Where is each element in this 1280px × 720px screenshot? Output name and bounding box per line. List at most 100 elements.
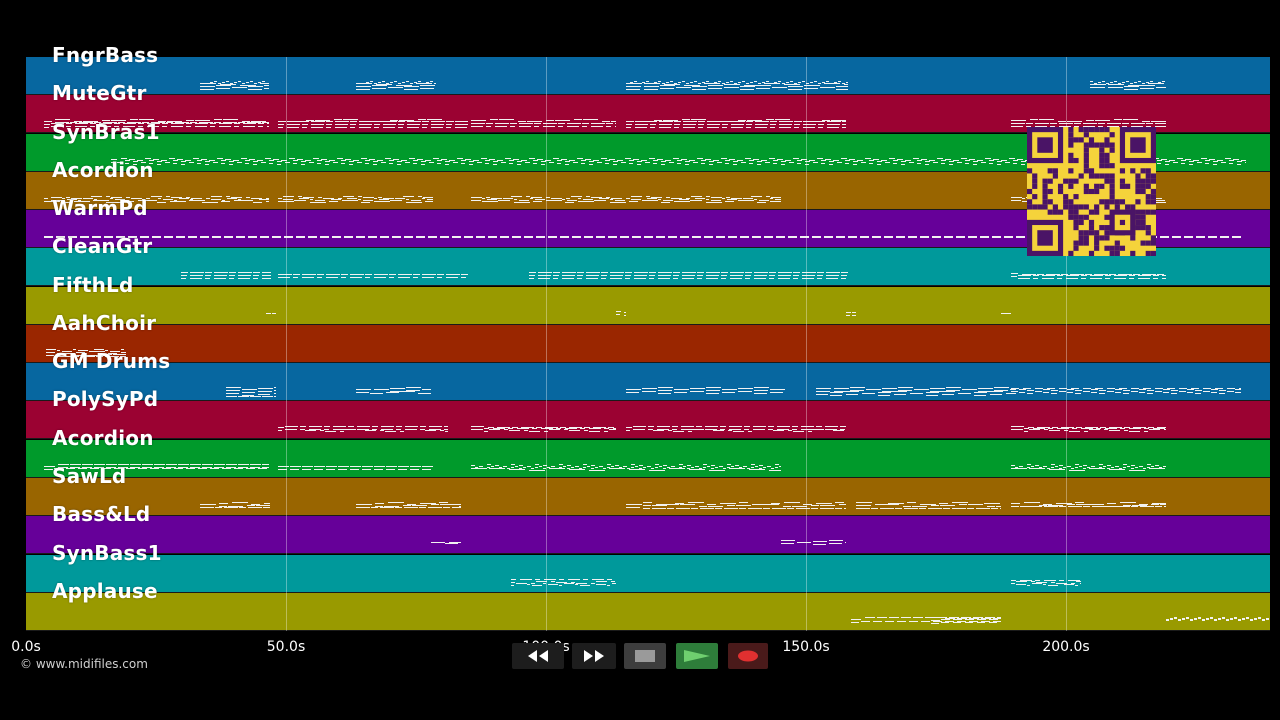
track-row[interactable]: GM Drums bbox=[26, 349, 1270, 402]
midi-note bbox=[1109, 468, 1125, 470]
rewind-button[interactable] bbox=[512, 643, 564, 669]
midi-note bbox=[648, 426, 654, 428]
midi-note bbox=[404, 89, 418, 90]
midi-note bbox=[734, 83, 737, 84]
midi-note bbox=[1114, 275, 1127, 277]
midi-note bbox=[705, 158, 711, 160]
midi-note bbox=[1129, 469, 1145, 471]
midi-note bbox=[584, 430, 588, 432]
midi-note bbox=[1043, 465, 1046, 467]
midi-note bbox=[226, 396, 237, 398]
midi-note bbox=[1035, 126, 1047, 128]
midi-note bbox=[1028, 427, 1034, 429]
midi-note bbox=[324, 426, 330, 428]
midi-note bbox=[633, 158, 639, 160]
midi-note bbox=[345, 158, 351, 160]
midi-note bbox=[1069, 431, 1080, 433]
midi-note bbox=[706, 81, 709, 82]
stop-button[interactable] bbox=[624, 643, 666, 669]
track-row[interactable]: FifthLd bbox=[26, 273, 1270, 325]
track-row[interactable]: PolySyPd bbox=[26, 387, 1270, 440]
midi-note bbox=[683, 127, 695, 129]
track-row[interactable]: Applause bbox=[26, 579, 1270, 631]
midi-note bbox=[133, 163, 137, 165]
track-row[interactable]: Bass&Ld bbox=[26, 502, 1270, 555]
midi-note bbox=[445, 543, 458, 545]
track-row[interactable]: FngrBass bbox=[26, 43, 1270, 95]
midi-note bbox=[1146, 126, 1151, 128]
midi-note bbox=[138, 126, 143, 128]
midi-note bbox=[733, 163, 737, 165]
midi-note bbox=[1033, 278, 1038, 280]
midi-note bbox=[214, 272, 228, 274]
midi-note bbox=[1043, 583, 1046, 585]
midi-note bbox=[374, 83, 377, 84]
midi-note bbox=[1011, 582, 1014, 584]
midi-note bbox=[681, 426, 694, 428]
midi-note bbox=[1131, 467, 1134, 469]
record-button[interactable] bbox=[728, 643, 768, 669]
midi-note bbox=[1129, 428, 1141, 430]
midi-note bbox=[925, 616, 935, 618]
midi-note bbox=[247, 122, 261, 124]
midi-note bbox=[1051, 463, 1055, 465]
midi-note bbox=[842, 124, 846, 126]
midi-note bbox=[766, 81, 769, 82]
midi-note bbox=[733, 160, 738, 162]
midi-note bbox=[937, 157, 943, 159]
midi-note bbox=[768, 429, 772, 431]
midi-note bbox=[407, 127, 419, 129]
midi-note bbox=[877, 163, 881, 165]
midi-note bbox=[625, 157, 631, 159]
midi-note bbox=[687, 467, 690, 469]
midi-note bbox=[853, 160, 858, 162]
track-row[interactable]: MuteGtr bbox=[26, 81, 1270, 134]
midi-note bbox=[230, 83, 233, 84]
midi-note bbox=[1079, 465, 1082, 467]
midi-note bbox=[905, 159, 911, 161]
midi-note bbox=[658, 278, 670, 280]
midi-note bbox=[471, 464, 475, 466]
fast-forward-button[interactable] bbox=[572, 643, 616, 669]
midi-note bbox=[1071, 388, 1079, 390]
midi-note bbox=[747, 467, 750, 469]
midi-note bbox=[205, 275, 211, 277]
midi-note bbox=[413, 277, 418, 279]
play-button[interactable] bbox=[676, 643, 718, 669]
qr-code-icon[interactable] bbox=[1027, 127, 1156, 256]
midi-note bbox=[269, 159, 274, 161]
track-row[interactable]: SynBass1 bbox=[26, 541, 1270, 593]
midi-note bbox=[407, 124, 420, 126]
midi-note bbox=[465, 158, 471, 160]
midi-note bbox=[758, 83, 761, 84]
midi-note bbox=[461, 274, 467, 276]
midi-note bbox=[106, 466, 116, 468]
midi-note bbox=[1143, 467, 1146, 469]
midi-note bbox=[350, 274, 363, 276]
midi-note bbox=[190, 122, 197, 124]
track-row[interactable]: SawLd bbox=[26, 464, 1270, 516]
midi-note bbox=[1235, 389, 1241, 391]
track-row[interactable]: Acordion bbox=[26, 426, 1270, 478]
midi-note bbox=[422, 274, 435, 276]
midi-note bbox=[338, 197, 342, 199]
midi-note bbox=[325, 160, 330, 162]
midi-note bbox=[519, 123, 532, 125]
midi-note bbox=[1213, 163, 1217, 165]
midi-note bbox=[232, 87, 246, 88]
midi-note bbox=[844, 507, 846, 509]
midi-note bbox=[561, 158, 567, 160]
track-row[interactable]: AahChoir bbox=[26, 311, 1270, 363]
midi-note bbox=[1155, 505, 1162, 507]
midi-note bbox=[205, 278, 210, 280]
midi-note bbox=[297, 158, 303, 160]
midi-note bbox=[586, 275, 599, 277]
midi-note bbox=[238, 463, 249, 465]
midi-note bbox=[690, 82, 693, 83]
midi-note bbox=[512, 236, 520, 239]
midi-note bbox=[837, 161, 841, 163]
midi-note bbox=[229, 272, 236, 274]
midi-note bbox=[653, 159, 658, 161]
midi-note bbox=[277, 160, 282, 162]
midi-note bbox=[1064, 430, 1068, 432]
